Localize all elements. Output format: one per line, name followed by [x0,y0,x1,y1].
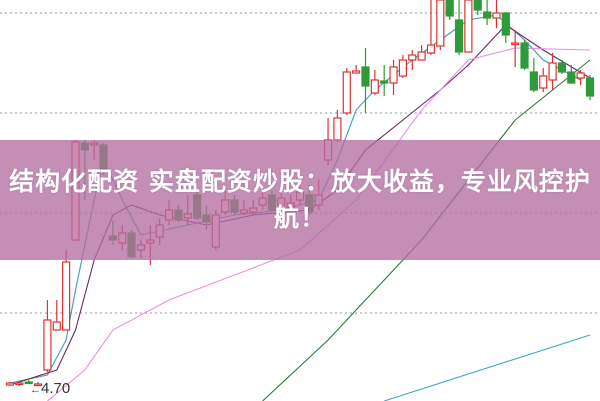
candle-body [445,0,454,17]
candle-body [454,19,464,53]
banner-title: 结构化配资 实盘配资炒股：放大收益，专业风控护航！ [9,167,591,232]
candle-body [398,59,408,77]
candle-body [5,382,15,386]
candle-body [352,70,361,74]
candle-body [15,382,24,386]
candle-body [567,71,576,84]
candle-body [62,261,71,331]
candle-body [473,0,482,11]
candle-body [539,75,548,89]
candle-body [501,12,510,36]
arrow-left-icon: ← [30,384,41,396]
candle-body [511,42,520,46]
candle-body [548,62,557,81]
candle-body [426,44,436,54]
candle-body [492,12,501,19]
candle-body [482,11,492,19]
candle-body [333,117,342,141]
candle-body [361,66,370,87]
candle-body [585,77,595,97]
candle-body [43,319,52,371]
price-value: 4.70 [41,380,71,397]
candle-body [33,383,43,387]
candle-body [520,42,529,69]
candle-body [557,62,567,73]
candle-body [436,0,445,47]
candle-body [380,80,389,84]
candle-body [417,51,426,61]
candle-body [408,54,417,61]
candle-body [24,381,33,385]
candle-body [464,0,473,53]
title-banner: 结构化配资 实盘配资炒股：放大收益，专业风控护航！ [0,140,600,260]
candle-body [52,321,61,331]
candle-body [342,71,351,114]
candle-body [389,66,398,84]
candle-body [370,79,379,94]
candle-body [576,72,585,79]
price-low-label: ←4.70 [30,380,70,397]
ma120-line [384,334,591,401]
candle-body [529,71,538,91]
